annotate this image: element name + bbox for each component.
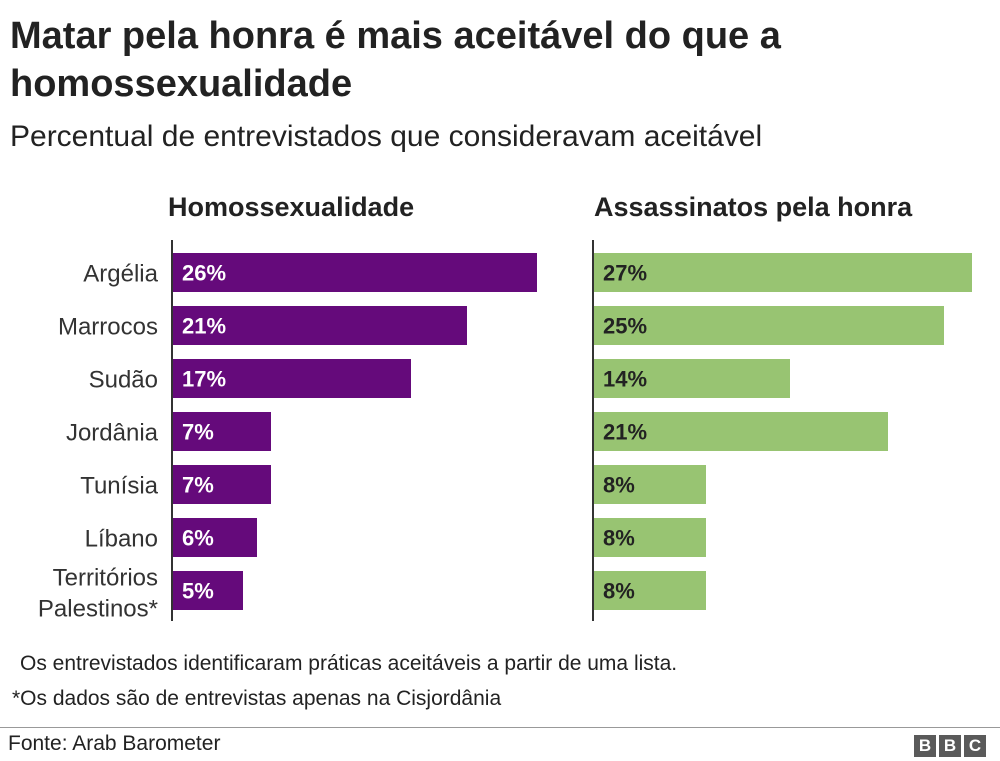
bar-value-label: 8% [603, 579, 635, 604]
category-label: Líbano [85, 526, 158, 553]
bbc-logo-letter: B [939, 735, 961, 757]
bar [594, 465, 706, 504]
panel-title-assassinatos: Assassinatos pela honra [594, 192, 913, 222]
category-label: Tunísia [80, 473, 158, 500]
bar-value-label: 7% [182, 420, 214, 445]
bar-chart: Argélia Marrocos Sudão Jordânia Tunísia Líban… [38, 192, 972, 623]
bar-value-label: 27% [603, 261, 647, 286]
bar [594, 306, 944, 345]
bbc-logo: B B C [914, 735, 986, 757]
bar [594, 518, 706, 557]
bar [594, 412, 888, 451]
bar-value-label: 26% [182, 261, 226, 286]
bar [173, 571, 243, 610]
bar [173, 253, 537, 292]
bar [594, 571, 706, 610]
bar-value-label: 6% [182, 526, 214, 551]
chart-subtitle: Percentual de entrevistados que consider… [10, 120, 763, 153]
bar-value-label: 21% [182, 314, 226, 339]
bbc-logo-letter: B [914, 735, 936, 757]
category-label: Sudão [89, 367, 158, 394]
bar-value-label: 17% [182, 367, 226, 392]
bar-value-label: 7% [182, 473, 214, 498]
bar-value-label: 14% [603, 367, 647, 392]
bar [173, 306, 467, 345]
panel-title-homossexualidade: Homossexualidade [168, 192, 414, 222]
category-label: Jordânia [66, 420, 159, 447]
category-label: Argélia [83, 261, 158, 288]
source-credit: Fonte: Arab Barometer [8, 732, 221, 755]
bar-value-label: 8% [603, 526, 635, 551]
bar-value-label: 21% [603, 420, 647, 445]
category-label: Territórios Palestinos* [38, 565, 158, 623]
bar-value-label: 5% [182, 579, 214, 604]
bar [173, 518, 257, 557]
category-label: Marrocos [58, 314, 158, 341]
bar [173, 465, 271, 504]
footer-divider [0, 727, 1000, 728]
footnote-cisjordania: *Os dados são de entrevistas apenas na C… [12, 687, 502, 710]
bar [173, 412, 271, 451]
bbc-logo-letter: C [964, 735, 986, 757]
bar-value-label: 25% [603, 314, 647, 339]
bar [173, 359, 411, 398]
footnote-method: Os entrevistados identificaram práticas … [20, 652, 678, 675]
bar [594, 253, 972, 292]
bar-value-label: 8% [603, 473, 635, 498]
chart-title: Matar pela honra é mais aceitável do que… [10, 15, 781, 105]
bar [594, 359, 790, 398]
